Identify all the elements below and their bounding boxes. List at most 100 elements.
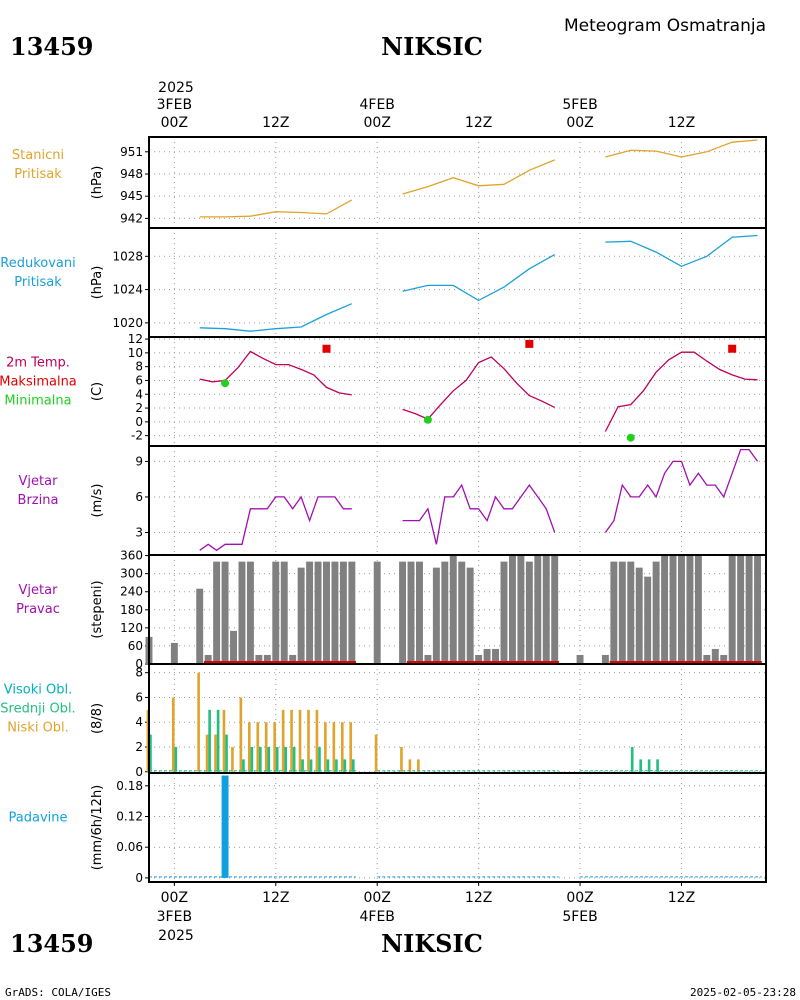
mid-cloud-bar xyxy=(318,746,321,772)
time-date-label: 3FEB xyxy=(157,97,192,113)
y-tick-label: 9 xyxy=(135,454,143,468)
low-cloud-bar xyxy=(400,746,403,772)
y-tick-label: 951 xyxy=(120,145,143,159)
direction-bar xyxy=(610,561,618,664)
low-cloud-bar xyxy=(315,709,319,772)
station-name-top: NIKSIC xyxy=(381,32,483,61)
mid-cloud-bar xyxy=(174,746,178,772)
low-cloud-bar xyxy=(231,746,234,772)
y-tick-label: 0.06 xyxy=(116,840,143,854)
bottom-time-axis: 00Z 3FEB 12Z 00Z 4FEB 12Z 00Z 5FEB 12Z xyxy=(157,890,696,925)
direction-bar xyxy=(576,654,584,664)
y-tick-label: 12 xyxy=(128,332,143,346)
direction-bar xyxy=(272,561,280,664)
direction-bar xyxy=(458,561,466,664)
mid-cloud-bar xyxy=(326,759,330,772)
panel-frame xyxy=(148,336,767,447)
direction-bar xyxy=(424,654,432,664)
panel-side-label: Vjetar xyxy=(19,474,59,489)
y-tick-label: 60 xyxy=(128,639,143,653)
direction-bar xyxy=(627,561,635,664)
time-date-label: 5FEB xyxy=(562,97,597,113)
series-line xyxy=(604,351,758,432)
low-cloud-bar xyxy=(146,709,150,772)
min-temp-marker xyxy=(423,415,432,424)
direction-bar xyxy=(373,561,381,664)
y-tick-label: -2 xyxy=(131,429,143,443)
mid-cloud-bar xyxy=(149,734,152,772)
direction-bar xyxy=(601,654,609,664)
max-temp-marker xyxy=(728,344,737,353)
direction-bar xyxy=(483,648,491,664)
y-tick-label: 6 xyxy=(135,373,143,387)
direction-bar xyxy=(238,561,246,664)
time-hour-label: 00Z xyxy=(364,115,391,131)
min-temp-marker xyxy=(221,379,230,388)
year-label-top: 2025 xyxy=(158,80,194,96)
time-date-label: 5FEB xyxy=(562,909,597,925)
y-tick-label: 6 xyxy=(135,690,143,704)
low-cloud-bar xyxy=(171,697,175,772)
direction-bar xyxy=(407,561,415,664)
station-name-bottom: NIKSIC xyxy=(381,929,483,958)
y-tick-label: 0 xyxy=(135,765,143,779)
panel-precipitation: 0 0.06 0.12 0.18 (mm/6h/12h) Padavine xyxy=(9,772,767,885)
low-cloud-bar xyxy=(239,697,243,772)
direction-bar xyxy=(500,561,508,664)
direction-bar xyxy=(737,555,745,664)
low-cloud-bar xyxy=(222,709,226,772)
panel-side-label: Redukovani xyxy=(0,256,75,271)
mid-cloud-bar xyxy=(351,759,355,772)
direction-bar xyxy=(678,555,685,664)
direction-bar xyxy=(644,576,652,664)
series-line xyxy=(605,234,758,268)
panel-side-label: Brzina xyxy=(18,493,59,508)
low-cloud-bar xyxy=(247,722,251,772)
y-axis-unit: (hPa) xyxy=(90,166,105,200)
min-temp-marker xyxy=(626,433,635,442)
mid-cloud-bar xyxy=(225,734,228,772)
direction-bar xyxy=(306,561,314,664)
series-line xyxy=(199,495,352,552)
panel-frame xyxy=(148,227,767,338)
low-cloud-bar xyxy=(264,722,268,772)
direction-bar xyxy=(416,561,423,664)
direction-bar xyxy=(720,654,728,664)
y-tick-label: 360 xyxy=(120,549,143,563)
mid-cloud-bar xyxy=(639,759,642,772)
direction-bar xyxy=(441,561,449,664)
series-line xyxy=(402,483,556,545)
low-cloud-bar xyxy=(349,722,353,772)
y-tick-label: 180 xyxy=(120,603,143,617)
y-axis-unit: (C) xyxy=(90,382,105,401)
low-cloud-bar xyxy=(290,709,293,772)
mid-cloud-bar xyxy=(284,746,288,772)
direction-bar xyxy=(517,555,525,664)
y-tick-label: 1028 xyxy=(112,249,143,263)
y-tick-label: 4 xyxy=(135,387,143,401)
direction-bar xyxy=(745,555,753,664)
time-hour-label: 00Z xyxy=(566,115,593,131)
y-tick-label: 945 xyxy=(120,189,143,203)
top-time-axis: 3FEB 00Z 12Z 4FEB 00Z 12Z 5FEB 00Z 12Z xyxy=(157,97,696,131)
direction-bar xyxy=(635,567,643,664)
y-axis-unit: (m/s) xyxy=(90,484,105,518)
low-cloud-bar xyxy=(256,722,260,772)
mid-cloud-bar xyxy=(309,759,313,772)
direction-bar xyxy=(221,561,229,664)
series-line xyxy=(402,254,556,302)
low-cloud-bar xyxy=(197,672,200,772)
direction-bar xyxy=(213,561,221,664)
panel-side-label: Pritisak xyxy=(14,275,62,290)
y-tick-label: 10 xyxy=(128,346,143,360)
y-tick-label: 0 xyxy=(135,657,143,671)
mid-cloud-bar xyxy=(267,746,271,772)
y-tick-label: 3 xyxy=(135,525,143,539)
direction-bar xyxy=(339,561,347,664)
direction-bar xyxy=(196,588,204,664)
time-hour-label: 12Z xyxy=(465,115,492,131)
footer-right: 2025-02-05-23:28 xyxy=(690,986,796,999)
direction-bar xyxy=(669,555,677,664)
mid-cloud-bar xyxy=(656,759,659,772)
direction-bar xyxy=(323,561,330,664)
